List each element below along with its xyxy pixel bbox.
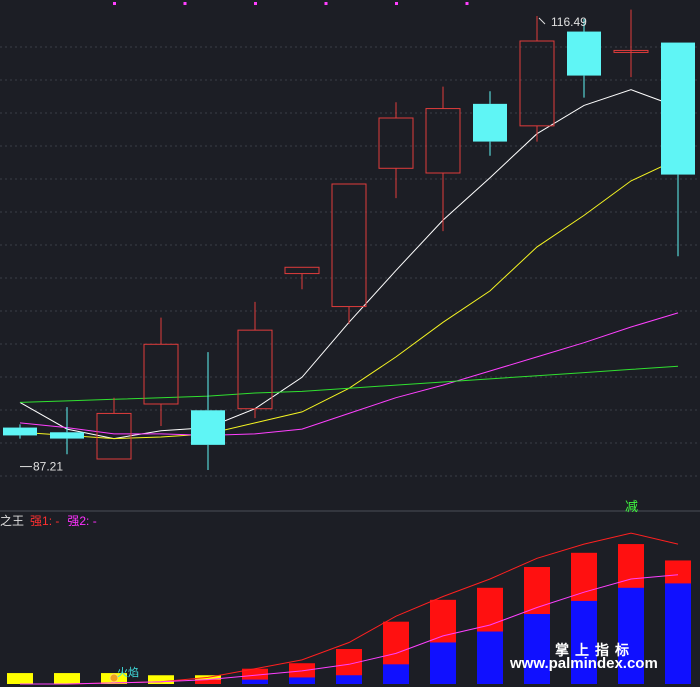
candle-body: [143, 343, 179, 405]
indicator-bar-blue: [242, 679, 268, 684]
indicator-bar-blue: [477, 631, 503, 684]
candle-body: [425, 108, 461, 174]
indicator-bar-red: [195, 679, 221, 684]
moving-average-line: [19, 158, 679, 440]
moving-average-line: [19, 312, 679, 436]
candle-body: [613, 49, 649, 53]
indicator-bar-yellow: [54, 673, 80, 684]
indicator-bar-blue: [618, 587, 644, 684]
high-arrow: [538, 17, 546, 25]
candle-body: [567, 31, 601, 76]
watermark-url: www.palmindex.com: [510, 655, 658, 672]
indicator-bar-blue: [665, 583, 691, 684]
top-marker: [183, 2, 187, 5]
candle-body: [331, 183, 367, 308]
moving-average-line: [19, 365, 679, 403]
top-marker: [395, 2, 398, 5]
candle-body: [237, 329, 273, 410]
candle-body: [378, 117, 414, 169]
top-marker: [465, 2, 469, 5]
indicator-title: 之王 强1: - 强2: -: [0, 512, 97, 529]
indicator-bar-blue: [430, 642, 456, 684]
fire-label: 火焰: [117, 667, 139, 679]
candle-body: [50, 432, 84, 439]
top-marker: [324, 2, 328, 5]
indicator-line: [20, 574, 679, 685]
indicator-name: 之王: [0, 514, 25, 528]
candle-body: [473, 103, 507, 142]
fire-dot-icon: [109, 673, 119, 683]
indicator-bar-blue: [383, 664, 409, 684]
indicator-bar-blue: [571, 600, 597, 684]
candle-body: [191, 410, 225, 445]
indicator-bar-blue: [336, 675, 362, 684]
low-price-label: 87.21: [33, 460, 63, 474]
strong1-label: 强1: -: [30, 514, 60, 528]
indicator-bar-yellow: [148, 675, 174, 684]
sell-signal-label: 减: [625, 499, 639, 514]
strong2-label: 强2: -: [67, 514, 97, 528]
high-price-label: 116.49: [551, 15, 587, 29]
moving-average-line: [19, 89, 679, 440]
indicator-bar-yellow: [7, 673, 33, 684]
top-marker: [254, 2, 257, 5]
candle-body: [96, 412, 132, 460]
candle-body: [3, 427, 37, 436]
indicator-bar-blue: [524, 614, 550, 684]
candle-body: [519, 40, 555, 127]
top-marker: [113, 2, 116, 5]
watermark-title: 掌上指标: [555, 642, 635, 658]
indicator-bar-blue: [289, 677, 315, 684]
candle-body: [284, 266, 320, 275]
candle-body: [661, 42, 695, 175]
